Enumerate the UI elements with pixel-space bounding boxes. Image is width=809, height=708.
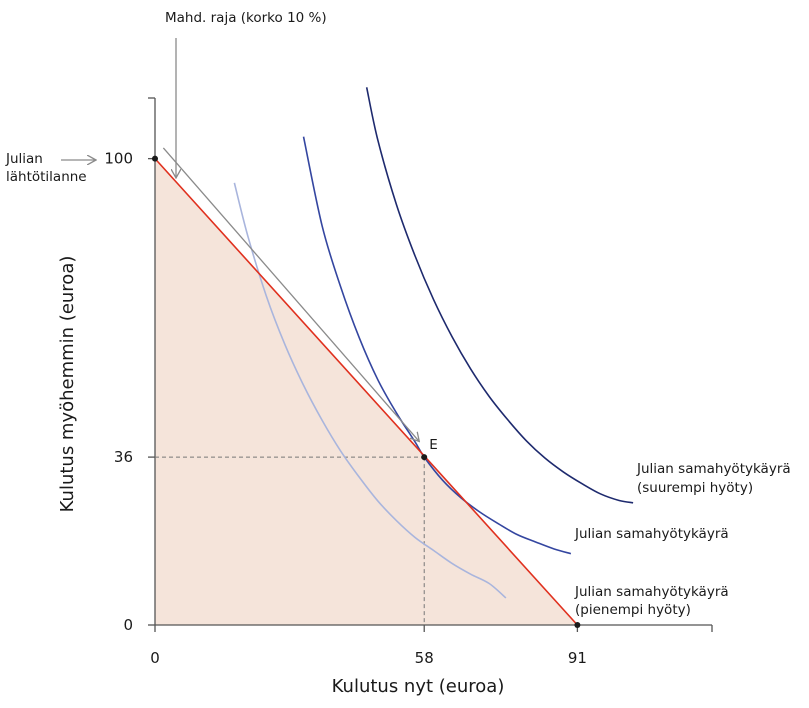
indifference-curves [233, 87, 634, 599]
curve-label-middle-line1: Julian samahyötykäyrä [574, 526, 729, 542]
frontier-label: Mahd. raja (korko 10 %) [165, 10, 327, 26]
curve-label-upper-line1: Julian samahyötykäyrä [636, 461, 791, 477]
curve-label-lower-line1: Julian samahyötykäyrä [574, 584, 729, 600]
x-axis-title: Kulutus nyt (euroa) [332, 676, 505, 697]
tick-labels: 0 36 100 0 58 91 [104, 150, 587, 667]
x-tick-label-91: 91 [568, 649, 587, 667]
budget-line [154, 158, 578, 626]
x-tick-label-58: 58 [415, 649, 434, 667]
frontier-shift-arrow [162, 147, 418, 441]
axes [154, 98, 712, 626]
curve-label-lower-line2: (pienempi hyöty) [575, 602, 691, 618]
curve-label-upper-line2: (suurempi hyöty) [637, 480, 753, 496]
y-tick-label-0: 0 [123, 616, 133, 634]
equilibrium-guides [155, 456, 425, 625]
indifference-curve-middle [302, 136, 572, 555]
y-axis-title: Kulutus myöhemmin (euroa) [57, 256, 78, 513]
y-tick-label-36: 36 [114, 448, 133, 466]
start-point-label-line1: Julian [5, 151, 43, 167]
equilibrium-point [421, 454, 428, 461]
start-point [152, 155, 158, 162]
x-tick-label-0: 0 [150, 649, 160, 667]
y-tick-label-100: 100 [104, 150, 133, 168]
start-point-label-line2: lähtötilanne [6, 169, 87, 185]
end-point [574, 622, 581, 628]
indifference-curve-upper [365, 87, 634, 504]
equilibrium-label: E [429, 437, 438, 453]
indifference-curve-lower [233, 182, 507, 599]
